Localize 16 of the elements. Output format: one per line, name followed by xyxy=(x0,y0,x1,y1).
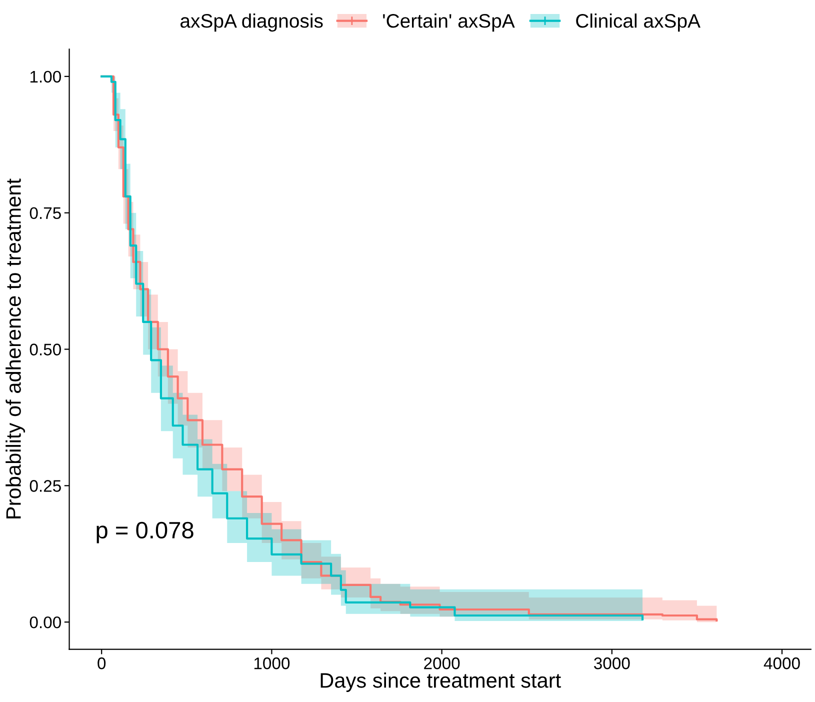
y-tick-label: 0.75 xyxy=(30,207,61,220)
x-tick-label: 0 xyxy=(98,657,106,670)
y-tick-label: 0.00 xyxy=(30,616,61,628)
legend-label: 'Certain' axSpA xyxy=(383,14,515,32)
y-tick-label: 0.25 xyxy=(30,480,61,492)
legend-label: Clinical axSpA xyxy=(576,14,700,32)
y-axis-title: Probability of adherence to treatment xyxy=(6,178,26,518)
x-axis-title: Days since treatment start xyxy=(320,672,561,692)
annotation: p = 0.078 xyxy=(96,522,194,544)
x-tick-label: 2000 xyxy=(424,657,460,670)
y-tick-label: 1.00 xyxy=(30,70,61,83)
x-tick-label: 1000 xyxy=(254,657,290,670)
legend-title: axSpA diagnosis xyxy=(180,14,323,32)
x-tick-label: 4000 xyxy=(764,657,800,670)
y-tick-label: 0.50 xyxy=(30,344,61,356)
x-tick-label: 3000 xyxy=(594,657,630,670)
